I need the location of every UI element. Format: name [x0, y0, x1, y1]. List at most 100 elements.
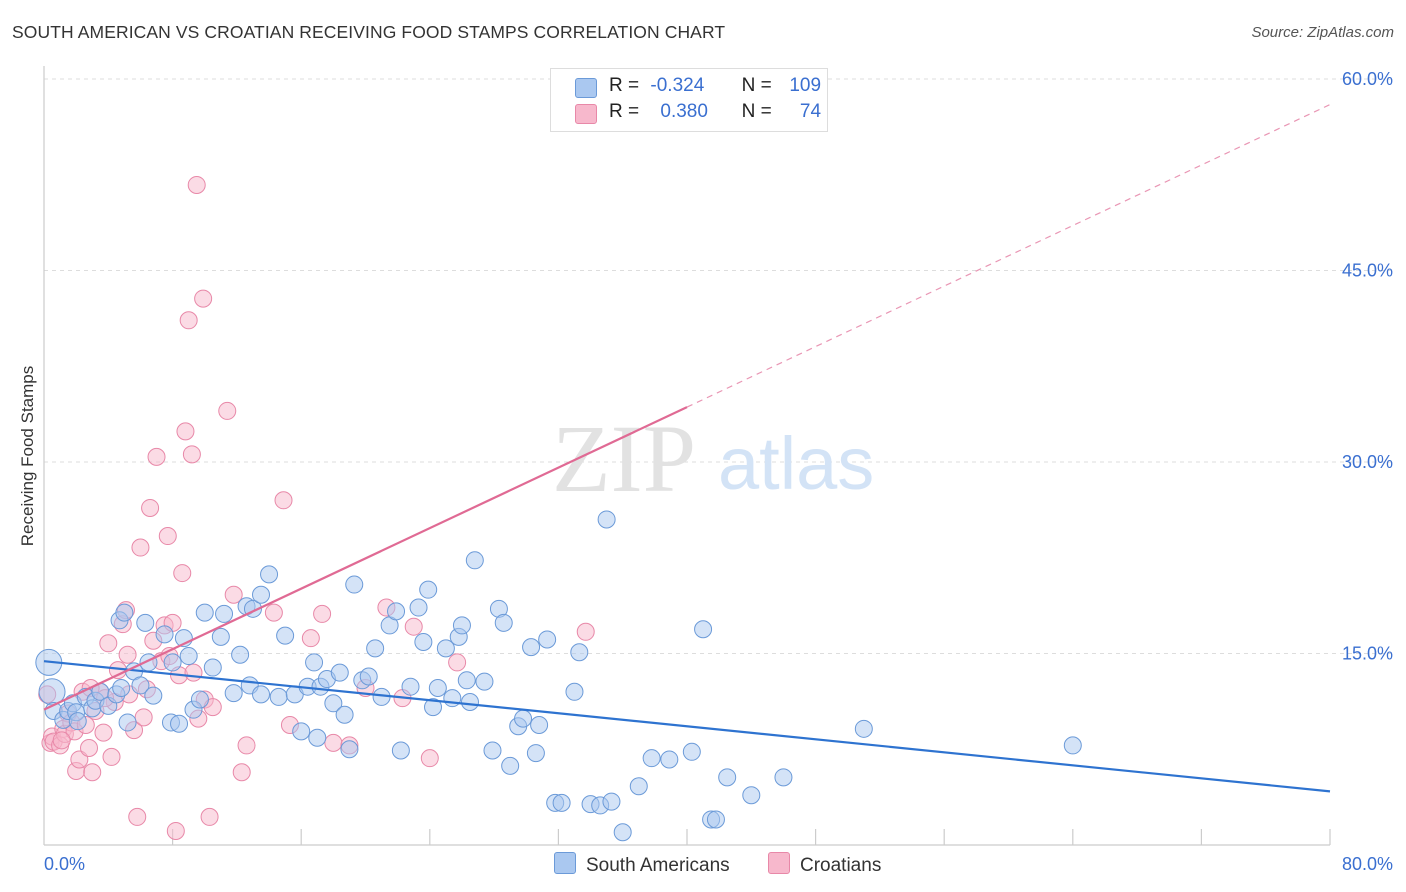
- legend-n-label: N =: [741, 101, 772, 122]
- croatians-point: [184, 663, 203, 682]
- croatians-point: [128, 807, 147, 826]
- south-americans-point: [494, 613, 513, 632]
- croatians-point: [70, 750, 89, 769]
- gridlines: [44, 78, 1392, 654]
- croatians-point: [131, 538, 150, 557]
- south-americans-point: [203, 658, 222, 677]
- south-americans-point: [401, 677, 420, 696]
- croatians-point: [194, 289, 213, 308]
- south-americans-point: [324, 694, 343, 713]
- croatians-point: [324, 733, 343, 752]
- croatians-point: [420, 749, 439, 768]
- legend-n-label: N =: [741, 75, 772, 96]
- watermark: ZIP atlas: [552, 405, 874, 512]
- south-americans-point: [522, 638, 541, 657]
- south-americans-point: [224, 684, 243, 703]
- south-americans-point: [252, 585, 271, 604]
- axes: [43, 66, 1331, 846]
- south-americans-point: [419, 580, 438, 599]
- south-americans-point: [414, 633, 433, 652]
- south-americans-point: [136, 613, 155, 632]
- croatians-point: [224, 585, 243, 604]
- croatians-trend-extension: [686, 103, 1331, 408]
- south-americans-point: [854, 719, 873, 738]
- legend-r-value: 0.380: [660, 101, 708, 122]
- croatians-point: [176, 422, 195, 441]
- legend-swatch-pink: [575, 104, 597, 124]
- south-americans-point: [292, 722, 311, 741]
- south-americans-point: [774, 768, 793, 787]
- south-americans-points: [35, 510, 1082, 842]
- croatians-point: [576, 622, 595, 641]
- bottom-legend-croatians: Croatians: [768, 852, 881, 878]
- legend-swatch-pink: [768, 852, 790, 874]
- south-americans-point: [742, 786, 761, 805]
- y-tick-label: 45.0%: [1342, 261, 1393, 281]
- south-americans-point: [1063, 736, 1082, 755]
- south-americans-point: [211, 627, 230, 646]
- south-americans-point: [144, 686, 163, 705]
- legend-label-croatians: Croatians: [800, 855, 882, 876]
- south-americans-point: [501, 756, 520, 775]
- bottom-legend-south-americans: South Americans: [554, 852, 730, 878]
- legend-r-label: R =: [609, 75, 640, 96]
- south-americans-point: [460, 693, 479, 712]
- croatians-point: [147, 447, 166, 466]
- croatians-point: [118, 645, 137, 664]
- croatians-point: [134, 708, 153, 727]
- croatians-point: [173, 564, 192, 583]
- south-americans-point: [483, 741, 502, 760]
- legend-swatch-blue: [575, 78, 597, 98]
- south-americans-point: [428, 678, 447, 697]
- south-americans-point: [269, 687, 288, 706]
- croatians-point: [301, 629, 320, 648]
- south-americans-point: [629, 777, 648, 796]
- legend-r-label: R =: [609, 101, 640, 122]
- south-americans-point: [118, 713, 137, 732]
- south-americans-point: [613, 823, 632, 842]
- south-americans-point: [706, 810, 725, 829]
- croatians-point: [448, 653, 467, 672]
- croatians-point: [102, 747, 121, 766]
- south-americans-point: [475, 672, 494, 691]
- y-tick-label: 30.0%: [1342, 452, 1393, 472]
- south-americans-point: [131, 676, 150, 695]
- south-americans-point: [409, 598, 428, 617]
- tick-labels: 15.0% 30.0% 45.0% 60.0% 0.0% 80.0%: [44, 69, 1393, 874]
- croatians-point: [404, 617, 423, 636]
- croatians-point: [200, 807, 219, 826]
- south-americans-point: [552, 793, 571, 812]
- watermark-zip: ZIP: [552, 405, 696, 512]
- croatians-point: [99, 634, 118, 653]
- croatians-point: [182, 445, 201, 464]
- south-americans-point: [391, 741, 410, 760]
- south-americans-trend-line: [43, 660, 1331, 793]
- south-americans-point: [366, 639, 385, 658]
- source-label: Source: ZipAtlas.com: [1251, 24, 1394, 41]
- correlation-legend: R = -0.324 N = 109 R = 0.380 N = 74: [550, 68, 828, 132]
- south-americans-point: [163, 653, 182, 672]
- south-americans-point: [642, 749, 661, 768]
- south-americans-point: [682, 742, 701, 761]
- legend-n-value: 74: [799, 101, 822, 122]
- south-americans-point: [694, 620, 713, 639]
- south-americans-point: [526, 744, 545, 763]
- south-americans-point: [597, 510, 616, 529]
- south-americans-point: [231, 645, 250, 664]
- legend-n-value: 109: [789, 75, 822, 96]
- south-americans-point: [305, 653, 324, 672]
- south-americans-point: [718, 768, 737, 787]
- south-americans-point: [514, 709, 533, 728]
- croatians-point: [179, 311, 198, 330]
- croatians-point: [52, 731, 71, 750]
- trend-lines: [43, 103, 1331, 793]
- south-americans-point: [170, 714, 189, 733]
- chart-title: SOUTH AMERICAN VS CROATIAN RECEIVING FOO…: [12, 22, 726, 42]
- croatians-point: [166, 821, 185, 840]
- x-tick-label: 0.0%: [44, 854, 85, 874]
- legend-label-south-americans: South Americans: [586, 855, 730, 876]
- south-americans-point: [335, 705, 354, 724]
- south-americans-point: [457, 671, 476, 690]
- south-americans-point: [190, 690, 209, 709]
